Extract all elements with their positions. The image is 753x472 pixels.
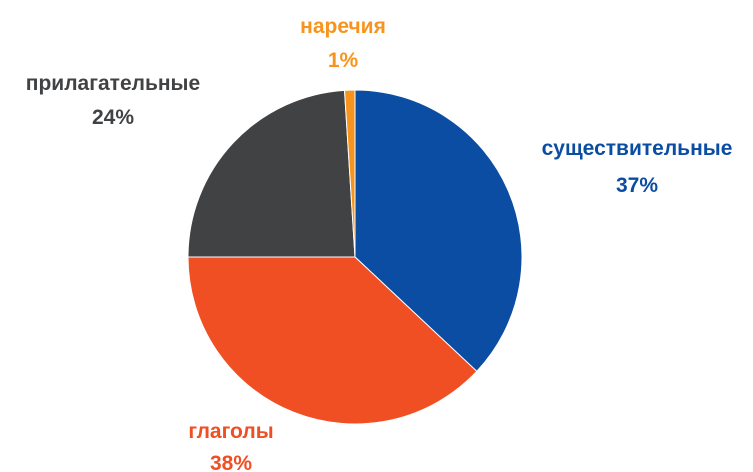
- slice-label-0: существительные: [542, 137, 733, 160]
- slice-label-3: наречия: [300, 15, 386, 38]
- slice-label-2: прилагательные: [26, 72, 200, 95]
- slice-percent-2: 24%: [92, 106, 134, 129]
- pie-slice-2: [187, 89, 356, 258]
- pie-slice-3: [343, 89, 356, 258]
- slice-percent-1: 38%: [210, 452, 252, 472]
- pie-slice-1: [187, 256, 478, 425]
- slice-percent-3: 1%: [328, 49, 359, 72]
- pie-slice-0: [354, 89, 523, 373]
- slice-percent-0: 37%: [616, 174, 658, 197]
- slice-label-1: глаголы: [188, 420, 273, 443]
